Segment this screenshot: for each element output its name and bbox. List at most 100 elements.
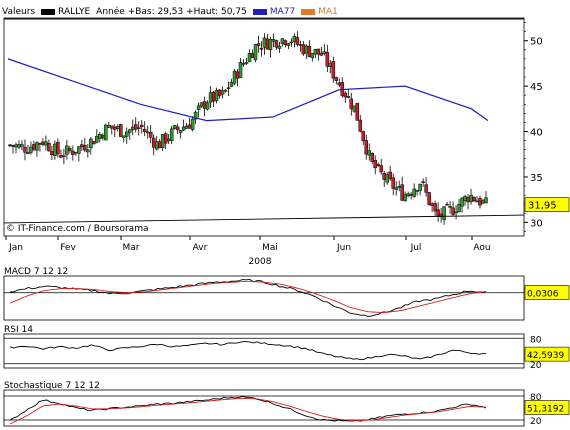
price-y-tick-label: 45 [530,82,543,93]
candle-body [265,38,270,50]
candle-body [214,90,219,101]
price-x-tick-label: Jan [8,243,23,253]
macd-panel-series-line [9,280,487,314]
candle-body [256,43,261,46]
stoch-panel-y-tick-label: 20 [530,417,542,427]
candle-body [98,134,102,139]
candle-body [334,77,339,81]
candle-body [20,144,24,147]
candle-body [388,171,392,180]
candle-body [172,125,177,129]
candle-body [187,124,192,129]
candle-body [208,92,213,103]
rsi-panel-last-value: 42,5939 [527,351,564,361]
legend-ma77-swatch [252,8,267,15]
candle-body [35,142,39,151]
candle-body [142,128,147,132]
candle-body [325,52,330,67]
candle-body [412,188,416,197]
stoch-panel-title: Stochastique 7 12 12 [4,381,100,391]
candle-body [391,177,395,189]
candle-body [385,174,389,183]
candle-body [379,165,383,173]
rsi-panel-series-line [9,341,487,361]
candle-body [211,91,216,102]
candle-body [406,193,410,197]
candle-body [89,138,93,149]
chart-legend: Valeurs RALLYE Année +Bas: 29,53 +Haut: … [2,6,344,18]
candle-body [101,134,105,139]
candle-body [59,155,63,158]
candle-body [409,193,413,196]
candle-body [316,48,321,55]
candle-body [193,111,198,120]
candle-body [451,207,455,215]
candle-body [229,82,234,87]
candle-body [319,52,324,56]
candle-body [415,190,419,192]
candle-body [343,92,348,98]
price-y-tick-label: 50 [530,37,543,48]
candle-body [322,51,327,54]
candle-body [262,37,267,48]
candle-body [175,126,180,131]
candle-body [469,194,473,203]
candle-body [418,183,422,191]
candle-body [107,125,111,128]
candle-body [478,198,482,206]
candle-body [77,146,81,154]
candle-body [11,145,15,147]
candle-body [139,124,144,128]
candle-body [355,102,360,121]
legend-symbol: RALLYE [58,7,91,17]
candle-body [307,45,312,57]
candle-body [169,128,174,141]
candle-body [394,187,398,190]
candle-body [199,102,204,107]
rsi-panel-title: RSI 14 [4,325,33,335]
candle-body [427,192,431,205]
candle-body [29,146,33,153]
candle-body [481,200,485,204]
candle-body [154,141,159,150]
candle-body [349,98,354,109]
candle-body [472,196,476,201]
candle-body [71,150,75,155]
candle-body [32,144,36,150]
candle-body [113,126,117,130]
ma1-line [3,214,525,224]
candle-body [50,151,54,155]
candle-body [217,89,222,96]
candle-body [178,130,183,133]
candle-body [346,96,351,98]
macd-panel-last-value: 0,0306 [527,289,559,299]
candle-body [301,44,306,55]
candle-body [352,105,357,112]
candle-body [184,125,189,129]
candle-body [8,144,12,147]
candle-body [151,137,156,148]
candle-body [475,200,479,203]
candle-body [430,203,434,206]
candle-body [181,126,186,131]
candle-body [250,53,255,58]
candle-body [116,126,120,129]
price-y-tick-label: 30 [530,218,543,229]
macd-panel-series-line [9,279,487,317]
price-x-tick-label: Mai [262,243,278,253]
candle-body [421,181,425,183]
candle-body [157,141,162,149]
candle-body [466,197,470,203]
price-x-tick-label: Avr [193,243,208,253]
candle-body [358,119,363,132]
candle-body [220,90,225,95]
candle-body [23,146,27,153]
candle-body [196,105,201,110]
legend-valeurs: Valeurs [2,7,36,17]
candle-body [160,134,165,149]
candle-body [337,82,342,86]
candle-body [370,153,374,162]
candle-body [280,38,285,44]
candle-body [376,164,380,166]
